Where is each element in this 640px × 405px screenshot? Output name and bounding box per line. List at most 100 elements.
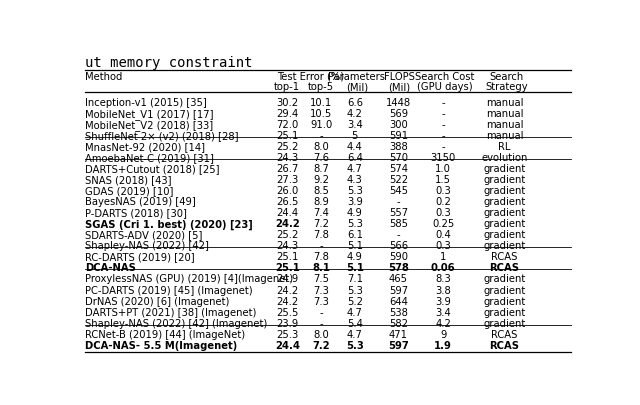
- Text: 26.5: 26.5: [276, 197, 298, 207]
- Text: 578: 578: [388, 263, 409, 273]
- Text: gradient: gradient: [483, 208, 525, 217]
- Text: 8.0: 8.0: [313, 141, 329, 151]
- Text: MobileNet_V1 (2017) [17]: MobileNet_V1 (2017) [17]: [85, 109, 214, 119]
- Text: 590: 590: [389, 252, 408, 262]
- Text: gradient: gradient: [483, 164, 525, 174]
- Text: 7.2: 7.2: [313, 219, 329, 229]
- Text: -: -: [397, 197, 400, 207]
- Text: 6.4: 6.4: [347, 153, 363, 162]
- Text: 471: 471: [389, 329, 408, 339]
- Text: 388: 388: [389, 141, 408, 151]
- Text: 8.9: 8.9: [313, 197, 329, 207]
- Text: 7.3: 7.3: [313, 296, 329, 306]
- Text: 9.2: 9.2: [313, 175, 329, 185]
- Text: -: -: [441, 98, 445, 107]
- Text: 3.9: 3.9: [435, 296, 451, 306]
- Text: Inception-v1 (2015) [35]: Inception-v1 (2015) [35]: [85, 98, 207, 107]
- Text: Shapley-NAS (2022) [42]: Shapley-NAS (2022) [42]: [85, 241, 209, 251]
- Text: gradient: gradient: [483, 230, 525, 240]
- Text: MnasNet-92 (2020) [14]: MnasNet-92 (2020) [14]: [85, 141, 205, 151]
- Text: RCNet-B (2019) [44] (ImageNet): RCNet-B (2019) [44] (ImageNet): [85, 329, 245, 339]
- Text: gradient: gradient: [483, 274, 525, 284]
- Text: 1: 1: [440, 252, 446, 262]
- Text: 3.8: 3.8: [435, 285, 451, 295]
- Text: 29.4: 29.4: [276, 109, 298, 118]
- Text: -: -: [319, 307, 323, 317]
- Text: 30.2: 30.2: [276, 98, 298, 107]
- Text: 0.4: 0.4: [435, 230, 451, 240]
- Text: 570: 570: [389, 153, 408, 162]
- Text: 0.06: 0.06: [431, 263, 456, 273]
- Text: 7.5: 7.5: [313, 274, 329, 284]
- Text: 7.1: 7.1: [347, 274, 363, 284]
- Text: (GPU days): (GPU days): [417, 82, 473, 92]
- Text: -: -: [441, 130, 445, 141]
- Text: SNAS (2018) [43]: SNAS (2018) [43]: [85, 175, 172, 185]
- Text: 5: 5: [351, 130, 358, 141]
- Text: ShuffleNet 2× (v2) (2018) [28]: ShuffleNet 2× (v2) (2018) [28]: [85, 130, 239, 141]
- Text: 10.5: 10.5: [310, 109, 332, 118]
- Text: 4.2: 4.2: [347, 109, 363, 118]
- Text: evolution: evolution: [481, 153, 528, 162]
- Text: 5.3: 5.3: [346, 340, 364, 350]
- Text: 1.5: 1.5: [435, 175, 451, 185]
- Text: 3150: 3150: [431, 153, 456, 162]
- Text: 8.5: 8.5: [313, 185, 329, 196]
- Text: 8.1: 8.1: [312, 263, 330, 273]
- Text: 0.3: 0.3: [435, 185, 451, 196]
- Text: -: -: [441, 141, 445, 151]
- Text: manual: manual: [486, 119, 524, 130]
- Text: DCA-NAS: DCA-NAS: [85, 263, 136, 273]
- Text: 644: 644: [389, 296, 408, 306]
- Text: 5.3: 5.3: [347, 285, 363, 295]
- Text: 26.0: 26.0: [276, 185, 298, 196]
- Text: 569: 569: [389, 109, 408, 118]
- Text: 9: 9: [440, 329, 446, 339]
- Text: 597: 597: [389, 285, 408, 295]
- Text: 5.2: 5.2: [347, 296, 363, 306]
- Text: 25.5: 25.5: [276, 307, 298, 317]
- Text: 591: 591: [389, 130, 408, 141]
- Text: -: -: [319, 318, 323, 328]
- Text: Test Error (%): Test Error (%): [278, 71, 345, 81]
- Text: gradient: gradient: [483, 318, 525, 328]
- Text: 5.1: 5.1: [346, 263, 364, 273]
- Text: 6.1: 6.1: [347, 230, 363, 240]
- Text: gradient: gradient: [483, 296, 525, 306]
- Text: 4.2: 4.2: [435, 318, 451, 328]
- Text: 6.6: 6.6: [347, 98, 363, 107]
- Text: 545: 545: [389, 185, 408, 196]
- Text: 24.2: 24.2: [276, 296, 298, 306]
- Text: 25.2: 25.2: [276, 230, 298, 240]
- Text: Strategy: Strategy: [485, 82, 528, 92]
- Text: 25.2: 25.2: [276, 141, 298, 151]
- Text: gradient: gradient: [483, 241, 525, 251]
- Text: -: -: [397, 230, 400, 240]
- Text: gradient: gradient: [483, 219, 525, 229]
- Text: 8.3: 8.3: [435, 274, 451, 284]
- Text: PC-DARTS (2019) [45] (Imagenet): PC-DARTS (2019) [45] (Imagenet): [85, 285, 253, 295]
- Text: 23.9: 23.9: [276, 318, 298, 328]
- Text: FLOPS: FLOPS: [384, 71, 415, 81]
- Text: 91.0: 91.0: [310, 119, 332, 130]
- Text: 0.3: 0.3: [435, 208, 451, 217]
- Text: -: -: [441, 119, 445, 130]
- Text: 574: 574: [389, 164, 408, 174]
- Text: 24.2: 24.2: [275, 219, 300, 229]
- Text: 566: 566: [389, 241, 408, 251]
- Text: Search: Search: [490, 71, 524, 81]
- Text: top-5: top-5: [308, 82, 334, 92]
- Text: 4.7: 4.7: [347, 164, 363, 174]
- Text: DrNAS (2020) [6] (Imagenet): DrNAS (2020) [6] (Imagenet): [85, 296, 229, 306]
- Text: RCAS: RCAS: [490, 263, 520, 273]
- Text: 557: 557: [389, 208, 408, 217]
- Text: 4.9: 4.9: [347, 252, 363, 262]
- Text: 597: 597: [388, 340, 409, 350]
- Text: 1.9: 1.9: [434, 340, 452, 350]
- Text: 522: 522: [389, 175, 408, 185]
- Text: GDAS (2019) [10]: GDAS (2019) [10]: [85, 185, 173, 196]
- Text: 24.3: 24.3: [276, 241, 298, 251]
- Text: RCAS: RCAS: [492, 252, 518, 262]
- Text: 7.2: 7.2: [312, 340, 330, 350]
- Text: RCAS: RCAS: [490, 340, 520, 350]
